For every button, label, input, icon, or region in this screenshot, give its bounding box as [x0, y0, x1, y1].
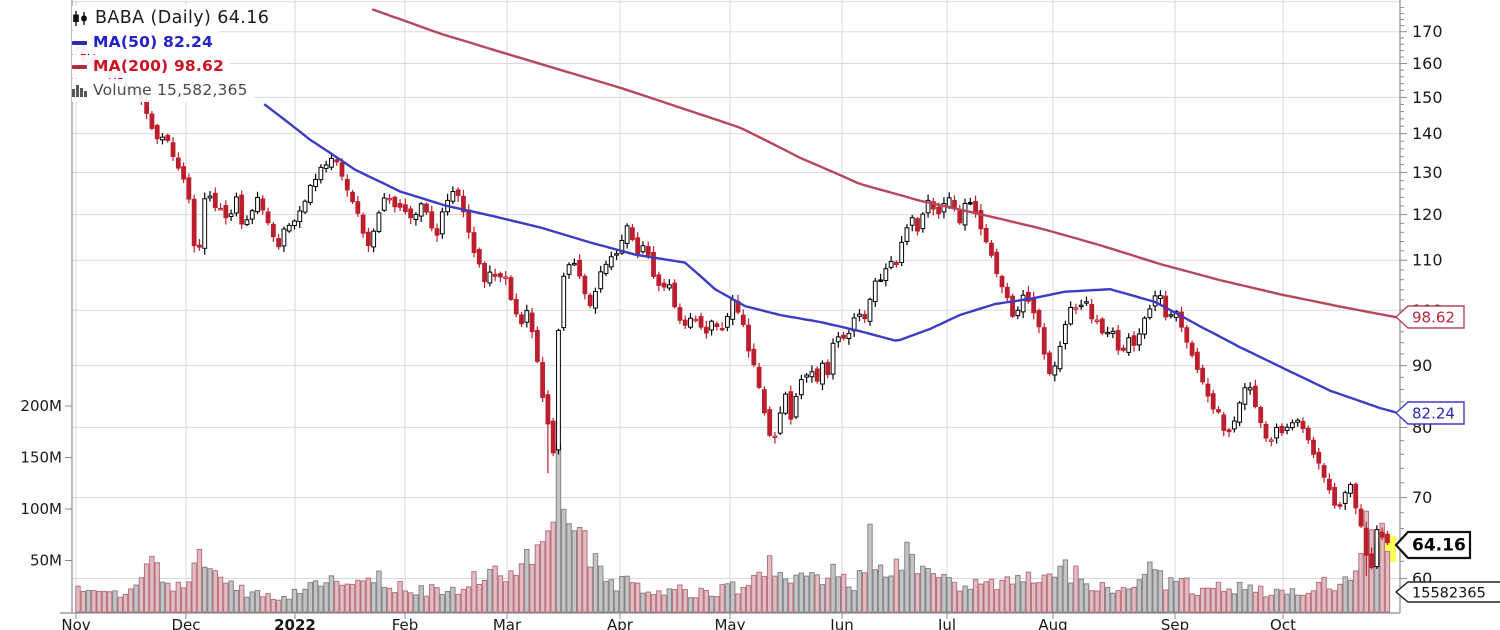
- month-label: Nov: [61, 616, 90, 630]
- month-label: Apr: [607, 616, 634, 630]
- ma50-price-callout-text: 82.24: [1412, 405, 1455, 423]
- price-tick-label: 140: [1412, 124, 1443, 143]
- candlestick-icon: [72, 11, 89, 26]
- ma50-swatch: [72, 40, 87, 45]
- price-tick-label: 130: [1412, 163, 1443, 182]
- symbol-title: BABA (Daily) 64.16: [95, 8, 270, 28]
- month-label: 2022: [274, 616, 316, 630]
- price-tick-label: 70: [1412, 488, 1432, 507]
- month-label: Sep: [1161, 616, 1189, 630]
- legend-ma200-row: MA(200) 98.62: [72, 55, 230, 78]
- volume-layer: [75, 444, 1391, 613]
- ma200-line: [371, 8, 1400, 319]
- chart-legend: BABA (Daily) 64.16 MA(50) 82.24 MA(200) …: [72, 6, 276, 102]
- volume-tick-label: 100M: [20, 500, 62, 518]
- ma50-line: [263, 103, 1397, 414]
- price-tick-label: 110: [1412, 251, 1443, 270]
- ma50-label: MA(50) 82.24: [93, 33, 213, 51]
- month-label: Jul: [937, 616, 956, 630]
- price-tick-label: 150: [1412, 88, 1443, 107]
- ma50-price-callout: 82.24: [1394, 401, 1465, 425]
- month-label: Oct: [1270, 616, 1296, 630]
- month-label: Aug: [1038, 616, 1067, 630]
- price-tick-label: 90: [1412, 356, 1432, 375]
- month-label: Jun: [829, 616, 853, 630]
- ma200-swatch: [72, 64, 87, 69]
- month-label: Mar: [493, 616, 522, 630]
- legend-volume-row: Volume 15,582,365: [72, 79, 254, 102]
- volume-label: Volume 15,582,365: [93, 81, 248, 99]
- ma200-price-callout-text: 98.62: [1412, 309, 1455, 327]
- gridlines: [72, 0, 1400, 613]
- volume-tick-label: 200M: [20, 397, 62, 415]
- month-label: Feb: [392, 616, 419, 630]
- candles-layer: [75, 42, 1390, 576]
- price-tick-label: 170: [1412, 22, 1443, 41]
- ma200-label: MA(200) 98.62: [93, 57, 224, 75]
- month-label: May: [714, 616, 745, 630]
- volume-bars-icon: [72, 84, 87, 97]
- price-tick-label: 160: [1412, 54, 1443, 73]
- legend-symbol-row: BABA (Daily) 64.16: [72, 6, 276, 30]
- month-label: Dec: [171, 616, 200, 630]
- volume-callout-text: 15582365: [1412, 586, 1486, 602]
- volume-callout: 15582365: [1394, 581, 1500, 603]
- last-price-callout: 64.16: [1394, 530, 1472, 560]
- volume-tick-label: 150M: [20, 449, 62, 467]
- legend-ma50-row: MA(50) 82.24: [72, 31, 219, 54]
- ma200-price-callout: 98.62: [1394, 305, 1465, 329]
- price-tick-label: 120: [1412, 205, 1443, 224]
- volume-tick-label: 50M: [30, 552, 62, 570]
- month-axis-labels: Nov Dec 2022 Feb Mar Apr May Jun Jul Aug Sep Oct: [61, 613, 1296, 630]
- volume-axis-labels: 200M 150M 100M 50M: [20, 397, 72, 570]
- last-price-callout-text: 64.16: [1412, 536, 1466, 556]
